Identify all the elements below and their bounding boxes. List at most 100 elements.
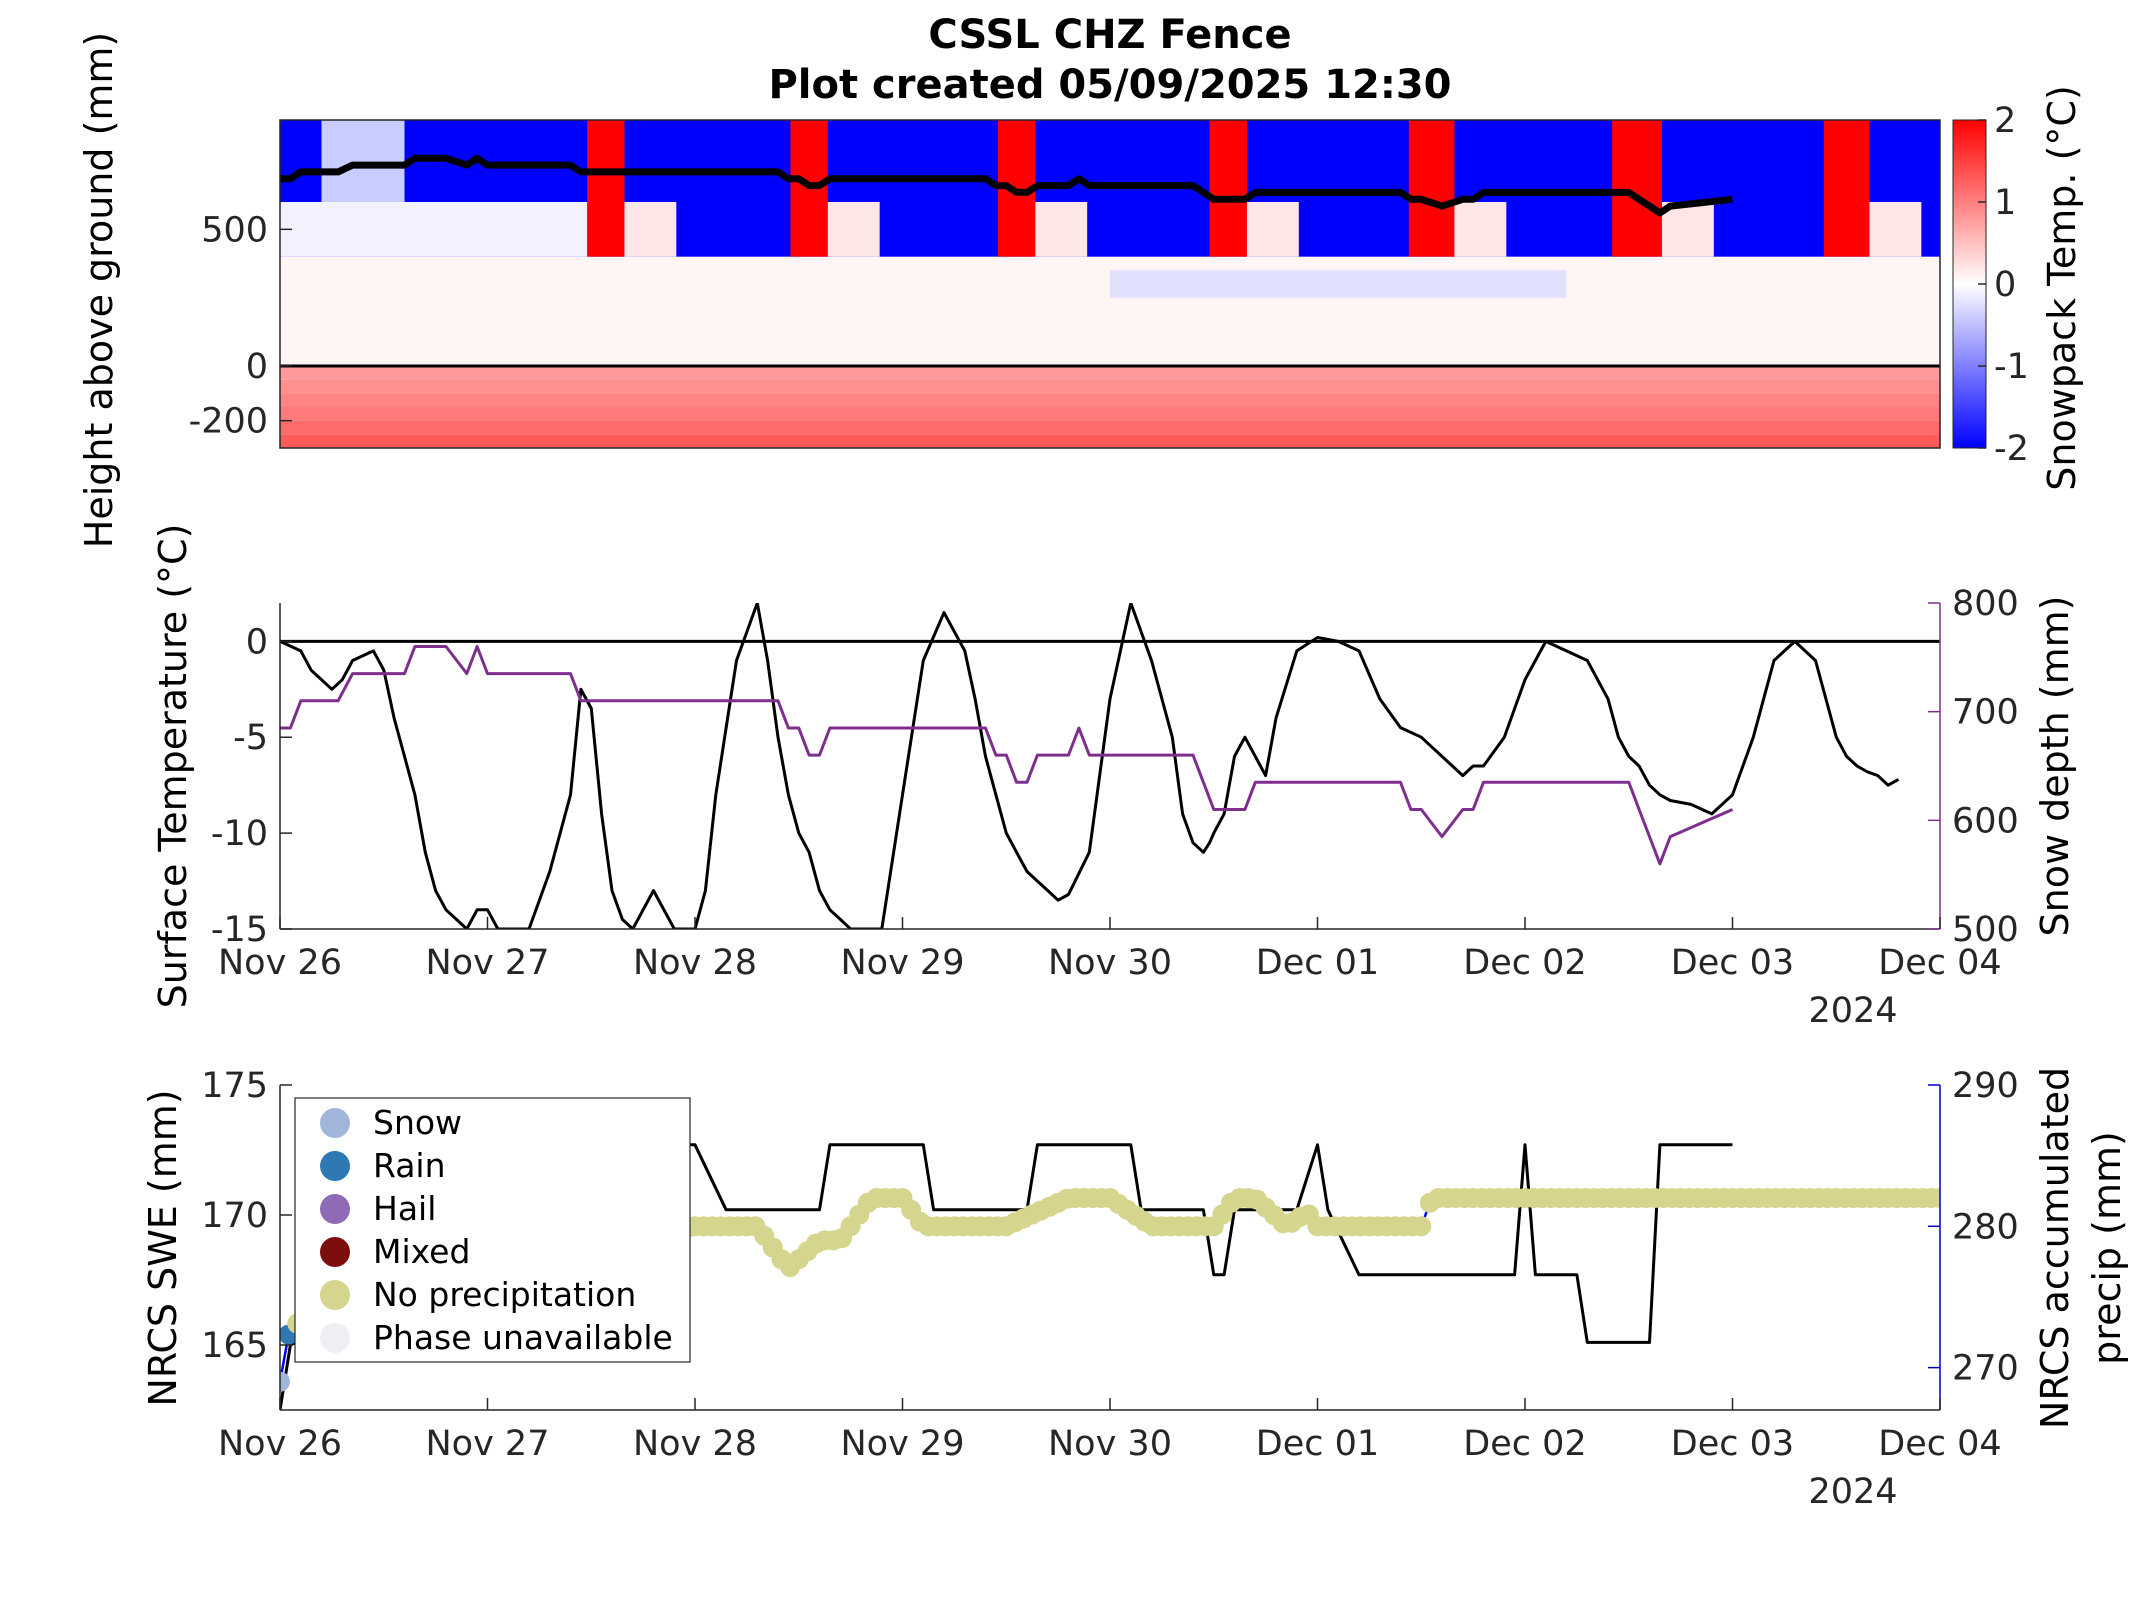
heatmap-panel: -200 0 500 Height above ground (mm) [77, 32, 1941, 549]
colorbar-tick-label: 0 [1994, 265, 2016, 305]
legend-marker [320, 1108, 350, 1138]
legend-label: Phase unavailable [373, 1318, 673, 1357]
colorbar-tick-label: -1 [1994, 347, 2029, 387]
heatmap-ytick-label: 500 [201, 210, 268, 250]
temperature-ytick-label: -5 [233, 718, 268, 758]
soil-layer [280, 366, 1940, 380]
temperature-xtick-label: Nov 26 [218, 943, 342, 983]
precip-marker [1411, 1216, 1432, 1237]
legend-marker [320, 1237, 350, 1267]
colorbar: -2 -1 0 1 2 Snowpack Temp. (°C) [1952, 85, 2084, 491]
legend-label: No precipitation [373, 1275, 636, 1314]
warm-period [587, 120, 625, 257]
legend-label: Snow [373, 1103, 462, 1142]
snow-depth-ytick-label: 600 [1952, 801, 2019, 841]
snow-depth-ytick-label: 800 [1952, 584, 2019, 624]
precip-ylabel-line-1: NRCS accumulated [2033, 1067, 2077, 1429]
heatmap-ytick-label: 0 [246, 347, 268, 387]
snow-depth-line [280, 645, 1734, 866]
warm-period-fade [1454, 202, 1507, 257]
temperature-xtick-label: Nov 30 [1048, 943, 1172, 983]
warm-period-fade [1661, 202, 1714, 257]
temperature-xtick-label: Dec 02 [1463, 943, 1586, 983]
swe-xtick-label: Nov 29 [841, 1424, 965, 1464]
swe-panel: 165 170 175 270 280 290 Nov 26 Nov 27 Nov 28 Nov … [141, 1066, 2129, 1512]
heatmap-frame [279, 119, 1941, 449]
swe-ytick-label: 165 [201, 1326, 268, 1366]
temperature-xtick-label: Nov 27 [426, 943, 550, 983]
precip-ytick-label: 280 [1952, 1207, 2019, 1247]
swe-xtick-label: Nov 26 [218, 1424, 342, 1464]
phase-legend: Snow Rain Hail Mixed No precipitation Phase u… [294, 1097, 691, 1363]
legend-label: Hail [373, 1189, 436, 1228]
legend-marker [320, 1151, 350, 1181]
warm-period [1612, 120, 1662, 257]
precip-marker [280, 1371, 290, 1392]
legend-box [294, 1097, 691, 1363]
snow-depth-ytick-label: 700 [1952, 693, 2019, 733]
temperature-ylabel: Surface Temperature (°C) [151, 524, 195, 1009]
soil-layer [280, 407, 1940, 421]
temperature-panel: -15 -10 -5 0 500 600 700 800 Nov 26 Nov 27 Nov 28 N… [151, 524, 2077, 1031]
precip-ytick-label: 290 [1952, 1066, 2019, 1106]
swe-ytick-label: 175 [201, 1066, 268, 1106]
temperature-xtick-label: Dec 04 [1878, 943, 2001, 983]
precip-ytick-label: 270 [1952, 1349, 2019, 1389]
temperature-xtick-label: Dec 03 [1671, 943, 1794, 983]
colorbar-tick-label: -2 [1994, 429, 2029, 469]
temperature-xtick-label: Nov 28 [633, 943, 757, 983]
swe-xtick-label: Nov 27 [426, 1424, 550, 1464]
colorbar-tick-label: 2 [1994, 101, 2016, 141]
temperature-year-label: 2024 [1808, 991, 1897, 1031]
swe-year-label: 2024 [1808, 1472, 1897, 1512]
warm-period [1209, 120, 1247, 257]
temperature-xtick-label: Nov 29 [841, 943, 965, 983]
temperature-ytick-label: -10 [211, 814, 268, 854]
legend-marker [320, 1194, 350, 1224]
surface-temperature-line [280, 603, 1900, 929]
swe-xtick-label: Dec 02 [1463, 1424, 1586, 1464]
legend-label: Rain [373, 1146, 446, 1185]
warm-period-fade [1869, 202, 1922, 257]
heatmap-ylabel: Height above ground (mm) [77, 32, 121, 549]
figure-title-line-2: Plot created 05/09/2025 12:30 [768, 62, 1451, 108]
soil-layer [280, 393, 1940, 407]
swe-xtick-label: Dec 03 [1671, 1424, 1794, 1464]
colorbar-tick-label: 1 [1994, 183, 2016, 223]
warm-period-fade [1035, 202, 1088, 257]
temperature-xtick-label: Dec 01 [1256, 943, 1379, 983]
precip-ylabel-line-2: precip (mm) [2085, 1131, 2129, 1365]
legend-marker [320, 1280, 350, 1310]
legend-label: Mixed [373, 1232, 470, 1271]
soil-layer [280, 379, 1940, 394]
legend-marker [320, 1323, 350, 1353]
warm-period [1823, 120, 1870, 257]
figure-title-line-1: CSSL CHZ Fence [928, 12, 1291, 58]
temperature-ytick-label: -15 [211, 910, 268, 950]
warm-period [1408, 120, 1455, 257]
mild-upper-layer [280, 202, 592, 257]
swe-line [280, 1143, 1733, 1410]
swe-xtick-label: Nov 30 [1048, 1424, 1172, 1464]
cold-band [1110, 270, 1567, 298]
heatmap-ytick-label: -200 [189, 402, 268, 442]
colorbar-label: Snowpack Temp. (°C) [2040, 85, 2084, 491]
mild-upper-layer [321, 120, 405, 202]
snow-depth-ytick-label: 500 [1952, 910, 2019, 950]
swe-ylabel: NRCS SWE (mm) [141, 1089, 185, 1406]
swe-xtick-label: Dec 01 [1256, 1424, 1379, 1464]
temperature-ytick-label: 0 [246, 622, 268, 662]
soil-layer [280, 420, 1940, 435]
temperature-plot-area [280, 603, 1940, 929]
snow-depth-ylabel: Snow depth (mm) [2033, 596, 2077, 937]
soil-layer [280, 434, 1940, 448]
heatmap-snow-depth-line [280, 154, 1733, 217]
swe-xtick-label: Dec 04 [1878, 1424, 2001, 1464]
warm-period-fade [1246, 202, 1299, 257]
warm-period-fade [624, 202, 677, 257]
swe-xtick-label: Nov 28 [633, 1424, 757, 1464]
swe-ytick-label: 170 [201, 1196, 268, 1236]
warm-period-fade [827, 202, 880, 257]
precip-marker [1930, 1188, 1940, 1208]
